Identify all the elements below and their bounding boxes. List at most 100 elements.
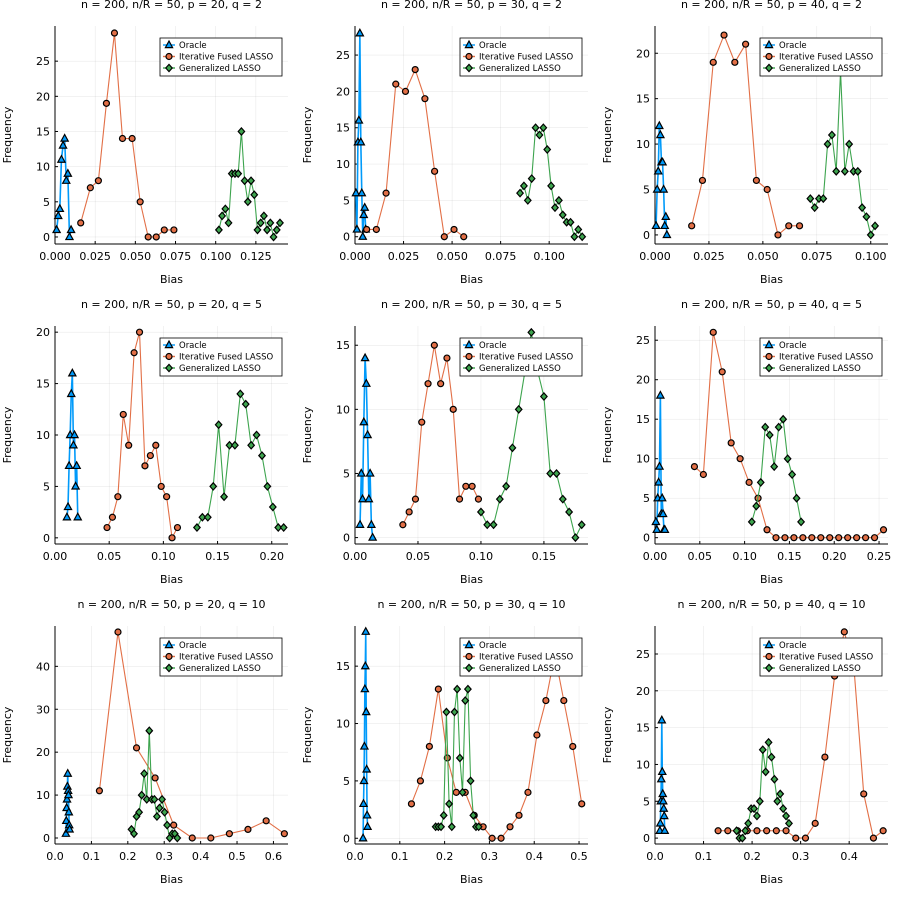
data-point [569,742,577,751]
series-oracle [351,28,371,240]
x-tick-label: 0.05 [688,550,713,563]
series-iterative-fused-lasso [103,328,182,542]
data-point [144,233,152,241]
legend-label: Oracle [179,641,207,651]
data-point [252,430,261,440]
legend-marker [764,63,774,73]
x-tick-label: 0.075 [160,250,192,263]
series-oracle [62,368,83,521]
data-point [357,187,367,197]
data-point [566,217,575,227]
legend-label: Iterative Fused LASSO [179,53,274,63]
x-tick-label: 0.100 [855,250,887,263]
legend-label: Oracle [779,641,807,651]
data-point [244,825,252,834]
data-point [781,534,789,542]
legend-label: Generalized LASSO [779,364,861,374]
legend-label: Generalized LASSO [479,64,561,74]
data-point [788,469,797,479]
data-point [72,460,82,470]
y-tick-label: 10 [636,138,650,151]
y-tick-label: 0 [343,231,350,244]
data-point [203,512,212,522]
legend-label: Iterative Fused LASSO [479,53,574,63]
legend-marker [164,39,174,49]
data-point [653,166,663,175]
data-point [439,810,448,820]
data-point [62,512,72,521]
data-point [61,828,71,837]
x-tick-label: 0.075 [801,250,833,263]
x-tick-label: 0.00 [43,550,68,563]
y-tick-label: 5 [43,480,50,493]
legend-label: Oracle [779,41,807,51]
data-point [654,120,664,130]
data-point [110,29,119,37]
legend-label: Iterative Fused LASSO [179,353,274,363]
x-tick-label: 0.15 [532,550,557,563]
data-point [424,380,432,388]
data-point [552,468,561,478]
series-generalized-lasso [192,389,288,533]
data-point [879,827,887,835]
y-tick-label: 5 [643,795,650,808]
data-point [660,220,670,230]
y-tick-label: 20 [636,374,650,387]
data-point [516,188,525,198]
data-point [416,777,425,785]
data-point [578,232,587,242]
data-point [502,481,511,491]
data-point [62,794,72,803]
data-point [275,218,284,228]
data-point [476,507,485,517]
data-point [257,451,266,461]
series-line [809,71,876,237]
x-tick-label: 0.05 [406,550,431,563]
y-tick-label: 5 [343,775,350,788]
x-tick-label: 0.050 [747,250,779,263]
data-point [351,187,361,197]
data-point [66,388,76,398]
data-point [827,130,836,140]
legend-marker [464,63,474,73]
legend-label: Iterative Fused LASSO [479,353,574,363]
data-point [247,440,256,450]
data-point [114,493,122,501]
series-oracle [651,120,672,239]
data-point [241,399,250,409]
legend-marker [764,39,774,49]
x-tick-label: 0.10 [151,550,176,563]
data-point [752,176,760,185]
data-point [770,774,779,784]
data-point [352,224,362,233]
data-point [571,533,580,543]
data-point [421,95,429,103]
data-point [709,328,717,336]
data-point [543,145,552,155]
x-tick-label: 0.2 [119,850,137,863]
x-tick-label: 0.025 [693,250,725,263]
legend-label: Generalized LASSO [179,64,261,74]
legend-label: Generalized LASSO [779,664,861,674]
y-axis-label: Frequency [1,706,14,763]
data-point [764,737,773,747]
y-tick-label: 5 [343,194,350,207]
data-point [360,202,370,211]
data-point [654,461,665,470]
y-tick-label: 10 [636,453,650,466]
x-tick-label: 0.4 [192,850,210,863]
x-tick-label: 0.0 [46,850,64,863]
data-point [795,222,804,230]
data-point [392,80,400,88]
data-point [361,706,371,716]
data-point [514,404,523,414]
x-tick-label: 0.20 [822,550,847,563]
data-point [209,481,218,491]
series-oracle [655,715,670,834]
data-point [774,422,783,432]
data-point [853,166,862,176]
data-point [844,534,852,542]
y-tick-label: 5 [343,467,350,480]
panel-7: 0.0 0.1 0.2 0.3 0.4 0.5 0.6 0 10 20 30 40 n = 200, n… [1,598,288,886]
